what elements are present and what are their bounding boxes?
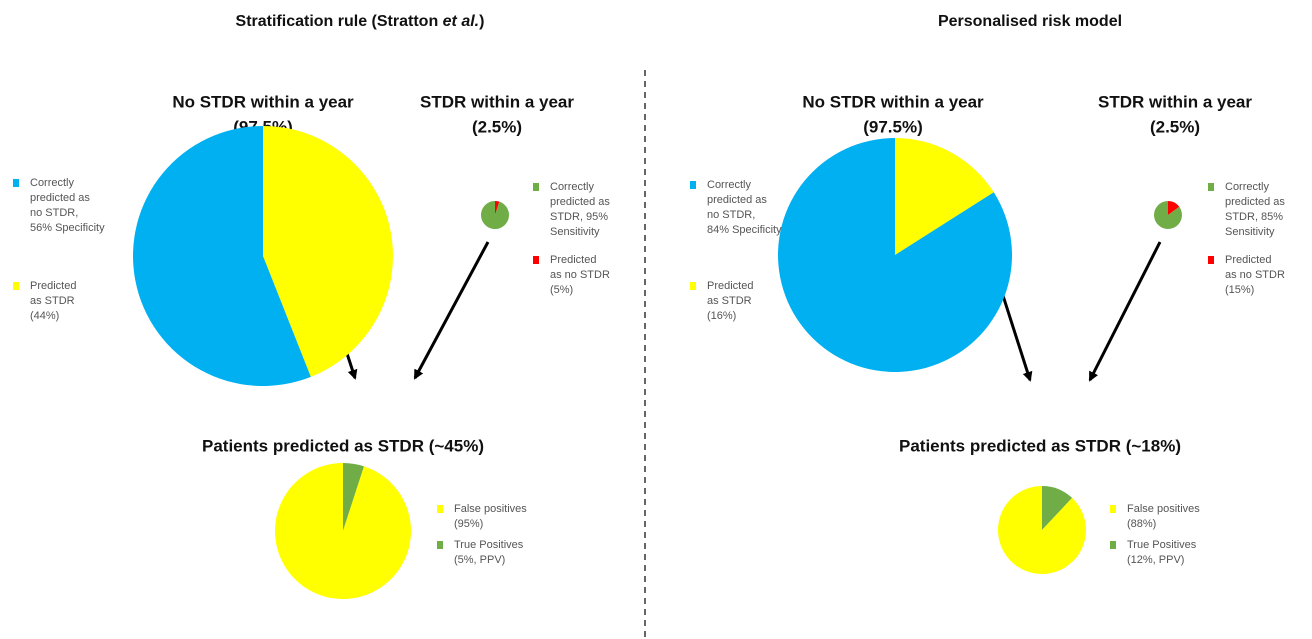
legend-label: as STDR xyxy=(707,295,752,307)
legend-label: (95%) xyxy=(454,518,483,530)
group-heading: STDR within a year xyxy=(420,92,574,111)
legend-label: False positives xyxy=(454,503,527,515)
legend-label: no STDR, xyxy=(707,209,755,221)
title-part: ) xyxy=(479,13,484,30)
arrows xyxy=(313,241,1162,382)
pie-slice xyxy=(495,201,500,215)
title-part: Stratification rule (Stratton xyxy=(236,13,443,30)
legend-label: (12%, PPV) xyxy=(1127,554,1184,566)
pie-slice xyxy=(778,138,1013,372)
pie-slice xyxy=(1042,486,1073,530)
legend-label: Predicted xyxy=(30,280,76,292)
legend-label: as STDR xyxy=(30,295,75,307)
pie-slice xyxy=(1154,201,1183,229)
legend-swatch xyxy=(690,181,696,189)
legend-label: 56% Specificity xyxy=(30,222,105,234)
pie-slice xyxy=(263,126,394,377)
legend-label: predicted as xyxy=(1225,196,1285,208)
legend-swatch xyxy=(690,282,696,290)
legend-swatch xyxy=(1110,541,1116,549)
group-share: (97.5%) xyxy=(863,117,923,136)
legend-label: (15%) xyxy=(1225,284,1254,296)
legend-swatch xyxy=(437,541,443,549)
legend-label: (16%) xyxy=(707,310,736,322)
result-heading: Patients predicted as STDR (~45%) xyxy=(202,436,484,455)
legend-label: Correctly xyxy=(707,179,752,191)
legend-label: (44%) xyxy=(30,310,59,322)
pie-slice xyxy=(274,463,411,599)
legend-label: Sensitivity xyxy=(1225,226,1275,238)
legend-label: Predicted xyxy=(550,254,596,266)
legend-swatch xyxy=(13,179,19,187)
pie-slice xyxy=(480,201,510,229)
pie-slice xyxy=(998,486,1087,575)
legend-label: Correctly xyxy=(550,181,595,193)
legend-label: STDR, 95% xyxy=(550,211,608,223)
legend-label: Correctly xyxy=(30,177,75,189)
panel-title: Stratification rule (Stratton et al.) xyxy=(236,13,485,30)
title-part: et al. xyxy=(443,13,479,30)
legend-label: as no STDR xyxy=(1225,269,1285,281)
arrow xyxy=(1088,241,1162,382)
group-share: (2.5%) xyxy=(1150,117,1200,136)
title-part: Personalised risk model xyxy=(938,13,1122,30)
legend-swatch xyxy=(1110,505,1116,513)
legend-swatch xyxy=(533,256,539,264)
result-heading: Patients predicted as STDR (~18%) xyxy=(899,436,1181,455)
group-share: (2.5%) xyxy=(472,117,522,136)
legend-label: True Positives xyxy=(1127,539,1197,551)
legend-label: (88%) xyxy=(1127,518,1156,530)
legend-label: as no STDR xyxy=(550,269,610,281)
legend-label: predicted as xyxy=(550,196,610,208)
pie-slice xyxy=(343,463,365,531)
legend-label: Predicted xyxy=(1225,254,1271,266)
group-heading: No STDR within a year xyxy=(172,92,354,111)
legend-label: Predicted xyxy=(707,280,753,292)
panel-title: Personalised risk model xyxy=(938,13,1122,30)
legend-label: (5%, PPV) xyxy=(454,554,505,566)
legend-swatch xyxy=(13,282,19,290)
legend-label: no STDR, xyxy=(30,207,78,219)
legend-swatch xyxy=(437,505,443,513)
legend-swatch xyxy=(1208,183,1214,191)
group-heading: No STDR within a year xyxy=(802,92,984,111)
legend-label: True Positives xyxy=(454,539,524,551)
legend-label: predicted as xyxy=(30,192,90,204)
arrow xyxy=(413,241,490,380)
legend-label: predicted as xyxy=(707,194,767,206)
legend-label: 84% Specificity xyxy=(707,224,782,236)
legend-label: False positives xyxy=(1127,503,1200,515)
legend-label: (5%) xyxy=(550,284,573,296)
pie-slice xyxy=(1168,201,1180,215)
pie-slice xyxy=(895,138,994,255)
pie-slice xyxy=(133,126,311,386)
legend-label: STDR, 85% xyxy=(1225,211,1283,223)
group-heading: STDR within a year xyxy=(1098,92,1252,111)
legend-swatch xyxy=(533,183,539,191)
legend-swatch xyxy=(1208,256,1214,264)
legend-label: Sensitivity xyxy=(550,226,600,238)
legend-label: Correctly xyxy=(1225,181,1270,193)
